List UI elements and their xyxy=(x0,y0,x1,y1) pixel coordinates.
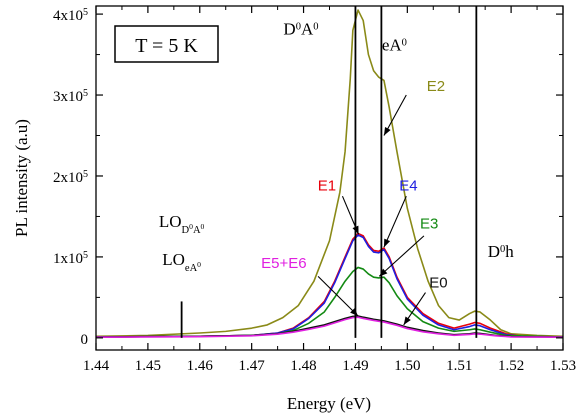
annotation-arrow-4 xyxy=(317,275,359,317)
y-axis-title: PL intensity (a.u) xyxy=(12,119,31,237)
annotation-lo1: LOD0A0 xyxy=(159,212,205,236)
annotation-arrowhead-5 xyxy=(403,316,411,325)
annotation-arrowhead-4 xyxy=(350,308,359,317)
annotation-e5e6: E5+E6 xyxy=(261,255,306,272)
x-tick-label: 1.51 xyxy=(446,358,472,374)
x-tick-label: 1.46 xyxy=(187,358,214,374)
temperature-label: T = 5 K xyxy=(135,35,198,57)
y-tick-label: 4x105 xyxy=(53,7,88,25)
x-tick-label: 1.47 xyxy=(239,358,266,374)
series-line-e3 xyxy=(96,266,563,338)
annotation-d0h: D0h xyxy=(488,242,515,261)
annotation-e0: E0 xyxy=(429,275,447,292)
x-tick-label: 1.49 xyxy=(342,358,368,374)
x-tick-label: 1.48 xyxy=(290,358,316,374)
annotation-ea0: eA0 xyxy=(382,36,407,55)
annotation-arrowhead-3 xyxy=(379,268,388,277)
series-line-e5-e6 xyxy=(96,316,563,339)
annotation-d0a0: D0A0 xyxy=(283,19,318,38)
annotation-e4: E4 xyxy=(399,178,417,195)
annotation-arrow-3 xyxy=(378,235,425,277)
annotation-e2: E2 xyxy=(427,78,445,95)
x-axis-title: Energy (eV) xyxy=(287,394,371,413)
annotation-arrowhead-0 xyxy=(383,126,391,136)
annotation-lo2: LOeA0 xyxy=(162,250,201,274)
x-tick-label: 1.50 xyxy=(394,358,420,374)
y-tick-label: 0 xyxy=(81,332,89,348)
y-tick-label: 3x105 xyxy=(53,88,88,106)
annotation-arrowhead-1 xyxy=(352,225,359,235)
temperature-box xyxy=(114,25,219,63)
annotation-arrow-2 xyxy=(383,195,407,248)
x-tick-label: 1.45 xyxy=(135,358,161,374)
annotation-e1: E1 xyxy=(318,178,336,195)
y-tick-label: 2x105 xyxy=(53,168,88,186)
x-tick-label: 1.44 xyxy=(83,358,110,374)
annotation-arrowhead-2 xyxy=(383,238,391,248)
x-tick-label: 1.53 xyxy=(550,358,576,374)
annotation-e3: E3 xyxy=(420,216,438,233)
x-tick-label: 1.52 xyxy=(498,358,524,374)
y-tick-label: 1x105 xyxy=(53,249,88,267)
